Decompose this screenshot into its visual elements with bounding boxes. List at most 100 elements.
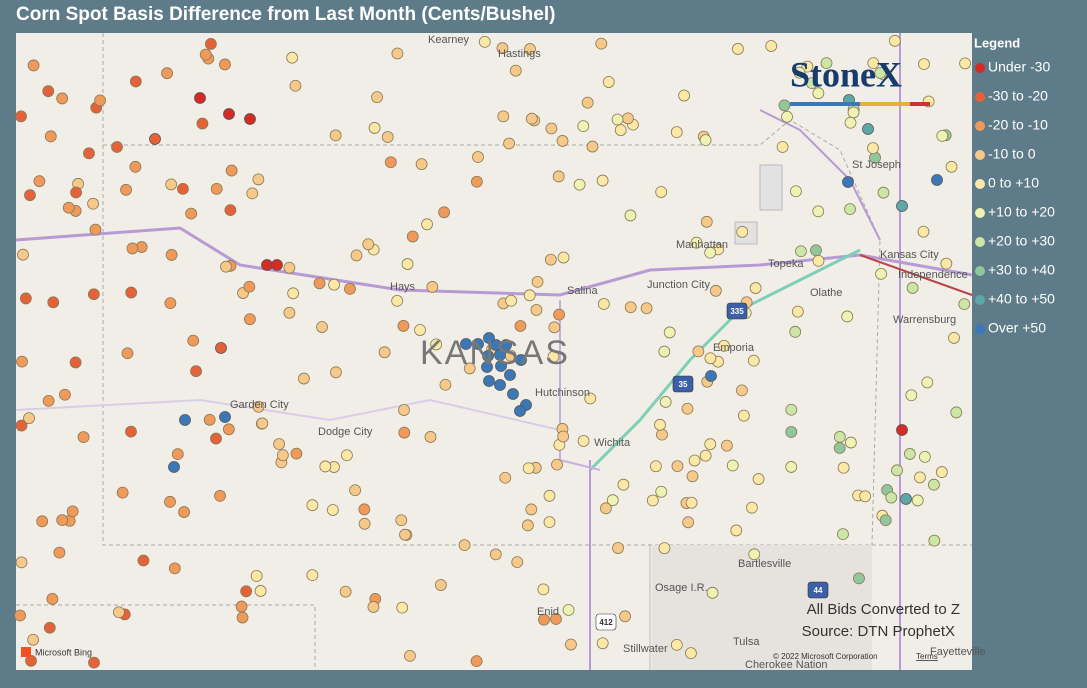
bid-point [15,419,28,432]
bid-point [223,108,235,120]
bid-point [948,332,960,344]
bid-point [812,87,825,100]
bid-point [25,654,37,667]
bid-point [507,388,519,400]
bid-point [439,378,452,391]
bid-point [553,308,565,321]
bid-point [867,57,880,70]
bid-point [434,579,447,591]
road-shield-label: 35 [679,380,688,389]
bid-point [732,43,744,55]
bid-point [842,176,854,188]
bid-point [23,412,35,425]
legend-swatch [975,295,985,305]
bid-point [161,67,173,80]
bid-point [737,409,750,422]
bid-point [602,76,615,88]
bid-point [368,122,381,134]
bid-point [596,637,609,650]
bid-point [171,448,184,461]
bid-point [658,345,671,358]
bid-point [489,548,502,561]
bid-point [497,110,510,123]
bid-point [120,183,132,196]
legend-swatch [975,324,985,334]
bid-point [478,35,491,48]
bid-point [287,287,300,300]
bid-point [463,362,476,375]
bid-point [483,332,495,344]
legend-label: +10 to +20 [988,204,1055,220]
bid-point [460,338,472,350]
bid-point [859,490,872,503]
bid-point [165,249,178,261]
bid-point [16,355,28,368]
bid-point [111,141,123,153]
bid-point [344,282,356,295]
place-label: Independence [898,269,968,281]
bid-point [395,514,408,527]
bid-point [844,436,857,449]
bid-point [752,473,765,485]
bid-point [495,360,507,372]
bid-point [721,439,733,452]
bid-point [522,462,535,475]
bid-point [905,389,918,402]
bid-point [358,503,371,516]
bid-point [511,556,524,569]
terms-link[interactable]: Terms [916,652,938,661]
bid-point [624,301,637,314]
bid-point [125,286,138,299]
bid-point [847,106,860,119]
bid-point [581,96,594,109]
legend-title: Legend [974,35,1020,50]
bid-point [596,174,609,187]
bid-point [584,392,597,405]
bid-point [185,207,198,220]
bid-point [426,281,439,293]
bid-point [699,134,712,147]
legend-swatch [975,92,985,102]
bid-point [204,38,217,50]
bid-point [381,131,394,143]
bid-point [900,493,912,505]
bid-point [874,67,887,79]
bid-point [69,356,82,369]
bid-point [700,215,713,228]
bid-point [573,178,586,191]
bid-point [210,182,223,195]
legend: Under -30 -30 to -20 -20 to -10 -10 to 0 0 t… [975,59,1055,336]
bid-point [397,320,410,332]
bid-point [704,438,717,451]
bid-point [378,346,391,359]
bid-point [704,352,717,365]
bid-point [778,99,791,112]
bid-point [59,388,71,401]
bid-point [326,504,339,516]
bid-point [597,298,610,310]
bid-point [313,277,326,290]
bid-point [66,505,79,518]
bid-point [391,47,404,60]
bid-point [928,478,940,491]
bid-point [240,585,253,598]
bid-point [499,471,512,484]
bid-point [806,77,818,90]
bid-point [514,405,526,417]
bid-point [306,569,319,582]
bid-point [126,242,139,255]
road-shield-label: 412 [599,618,613,627]
place-label: Hays [390,281,416,293]
bid-point [896,200,908,212]
bing-icon [21,647,31,657]
road-shield [807,581,829,599]
bid-point [87,288,100,301]
bid-point [611,113,624,126]
bid-point [649,460,662,473]
bid-point [199,48,212,61]
bid-point [187,334,200,347]
bid-point [33,175,46,188]
bid-point [551,458,563,471]
place-label: KANSAS [420,334,570,372]
bid-point [614,124,627,137]
